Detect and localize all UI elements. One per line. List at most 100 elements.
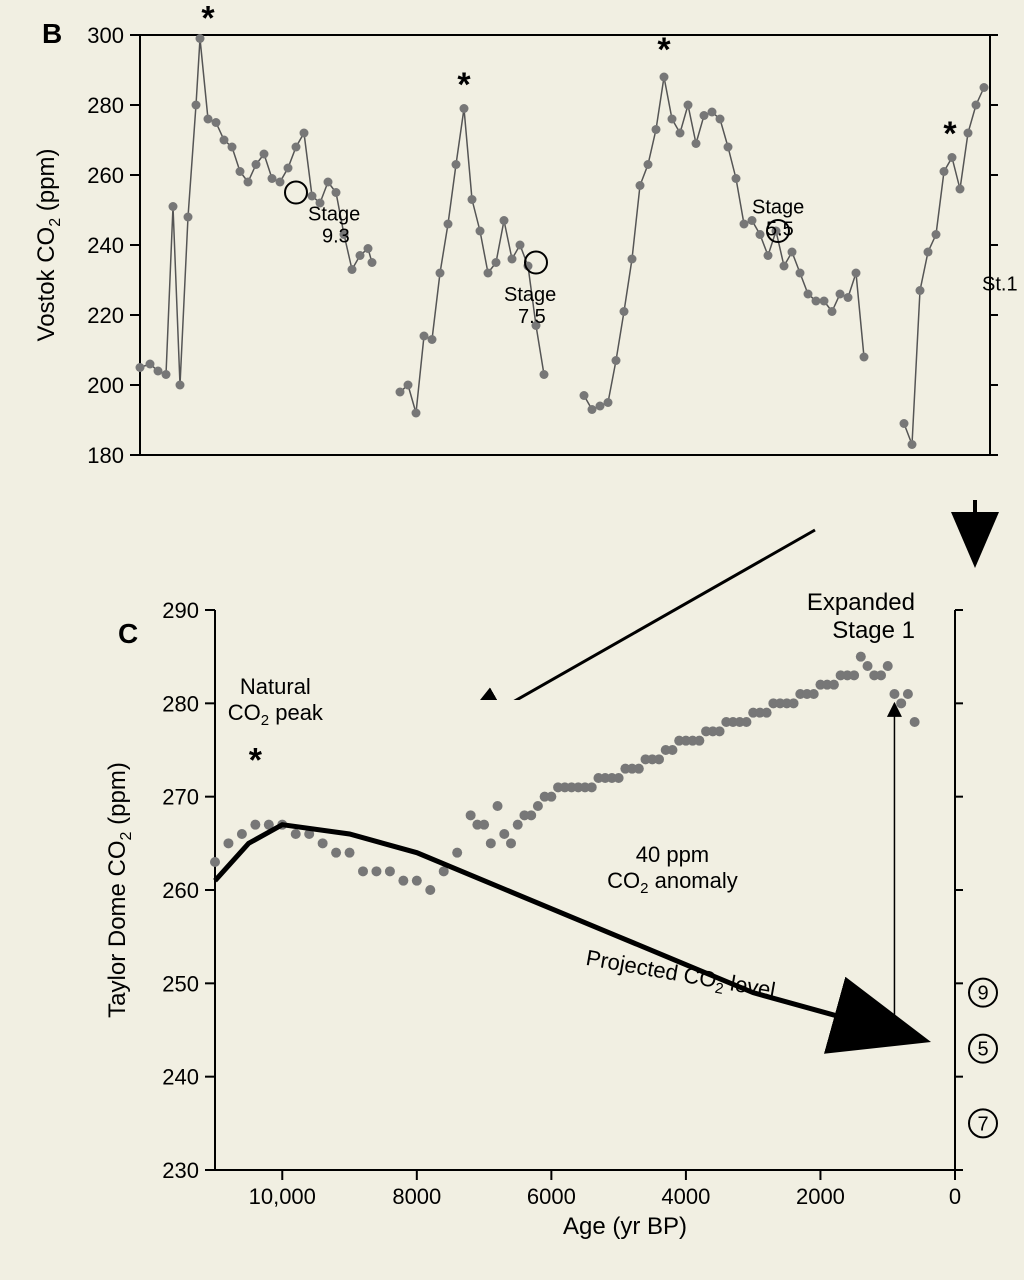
data-point (204, 115, 213, 124)
data-point (428, 335, 437, 344)
data-point (708, 108, 717, 117)
data-point (732, 174, 741, 183)
data-point (486, 838, 496, 848)
data-point (829, 680, 839, 690)
data-point (828, 307, 837, 316)
data-point (466, 810, 476, 820)
data-point (364, 244, 373, 253)
svg-text:250: 250 (162, 971, 199, 996)
data-point (932, 230, 941, 239)
data-point (762, 708, 772, 718)
data-point (700, 111, 709, 120)
data-point (493, 801, 503, 811)
data-point (533, 801, 543, 811)
panel-c-chart: 23024025026027028029010,0008000600040002… (0, 580, 1024, 1280)
data-point (176, 381, 185, 390)
data-point (876, 670, 886, 680)
data-point (356, 251, 365, 260)
data-point (412, 876, 422, 886)
data-point (479, 820, 489, 830)
data-point (236, 167, 245, 176)
star-icon: * (457, 66, 471, 104)
data-point (856, 652, 866, 662)
data-point (716, 115, 725, 124)
data-point (244, 178, 253, 187)
data-point (169, 202, 178, 211)
data-point (252, 160, 261, 169)
data-point (436, 269, 445, 278)
svg-text:8000: 8000 (392, 1184, 441, 1209)
stage-label: Stage (308, 204, 360, 226)
endpoint-label: 7 (977, 1113, 988, 1135)
svg-text:Vostok CO2 (ppm): Vostok CO2 (ppm) (33, 149, 64, 342)
stage-label: Stage (752, 197, 804, 219)
plot-frame (140, 35, 990, 455)
svg-text:6000: 6000 (527, 1184, 576, 1209)
data-point (614, 773, 624, 783)
data-point (654, 754, 664, 764)
data-point (516, 241, 525, 250)
panel-b-label: B (42, 18, 62, 50)
y-axis-label: Taylor Dome CO2 (ppm) (104, 762, 135, 1018)
stage-label: 9.3 (322, 226, 350, 248)
data-point (844, 293, 853, 302)
data-point (804, 290, 813, 299)
data-point (580, 391, 589, 400)
data-point (740, 220, 749, 229)
data-point (136, 363, 145, 372)
data-point (345, 848, 355, 858)
data-point (371, 866, 381, 876)
data-point (210, 857, 220, 867)
data-point (348, 265, 357, 274)
data-point (956, 185, 965, 194)
data-point (300, 129, 309, 138)
star-icon: * (249, 741, 263, 779)
star-icon: * (657, 31, 671, 69)
svg-text:180: 180 (87, 443, 124, 468)
panel-b-chart: 180200220240260280300Vostok CO2 (ppm)***… (0, 0, 1024, 520)
data-point (146, 360, 155, 369)
endpoint-label: 9 (977, 983, 988, 1005)
star-icon: * (201, 0, 215, 38)
data-point (492, 258, 501, 267)
data-point (398, 876, 408, 886)
data-point (318, 838, 328, 848)
data-point (863, 661, 873, 671)
svg-text:230: 230 (162, 1158, 199, 1183)
svg-text:200: 200 (87, 373, 124, 398)
data-point (676, 129, 685, 138)
data-point (903, 689, 913, 699)
stage-label: 5.5 (766, 219, 794, 241)
data-point (612, 356, 621, 365)
data-point (162, 370, 171, 379)
svg-text:290: 290 (162, 598, 199, 623)
svg-text:4000: 4000 (661, 1184, 710, 1209)
svg-text:280: 280 (162, 691, 199, 716)
data-point (444, 220, 453, 229)
data-point (741, 717, 751, 727)
data-point (764, 251, 773, 260)
series-line (584, 77, 864, 410)
data-point (715, 726, 725, 736)
data-point (284, 164, 293, 173)
star-icon: * (943, 115, 957, 153)
data-point (500, 216, 509, 225)
svg-text:260: 260 (87, 163, 124, 188)
data-point (368, 258, 377, 267)
data-point (237, 829, 247, 839)
svg-text:300: 300 (87, 23, 124, 48)
svg-text:260: 260 (162, 878, 199, 903)
data-point (644, 160, 653, 169)
anomaly-label: CO2 anomaly (607, 868, 738, 897)
data-point (587, 782, 597, 792)
svg-text:270: 270 (162, 785, 199, 810)
data-point (900, 419, 909, 428)
data-point (154, 367, 163, 376)
data-point (604, 398, 613, 407)
data-point (636, 181, 645, 190)
data-point (212, 118, 221, 127)
data-point (276, 178, 285, 187)
panel-c-label: C (118, 618, 138, 650)
data-point (667, 745, 677, 755)
data-point (852, 269, 861, 278)
